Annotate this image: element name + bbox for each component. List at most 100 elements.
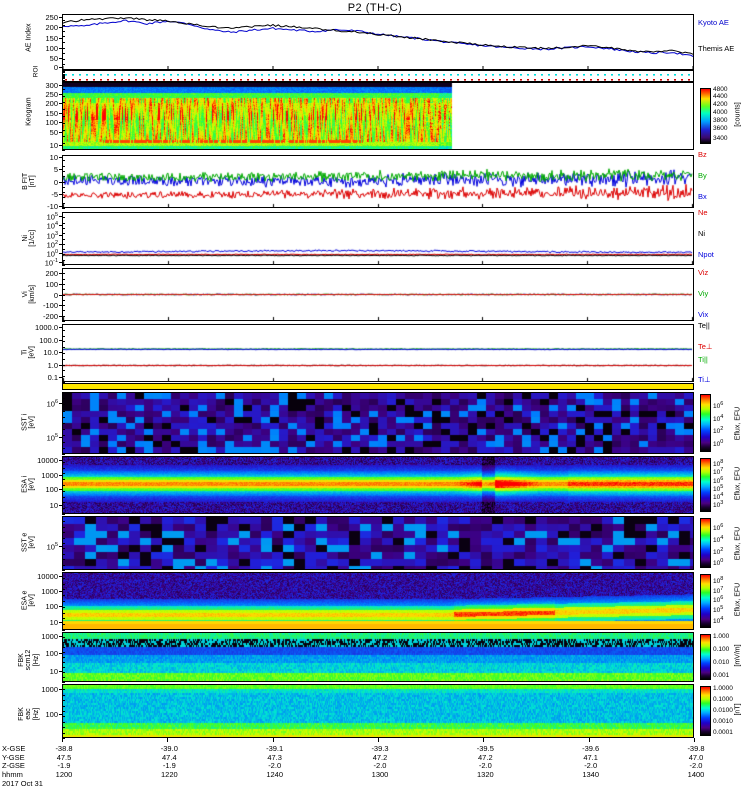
ytick-keo-5: 50 bbox=[49, 127, 58, 137]
minor-tick bbox=[62, 647, 65, 648]
colorbar-keogram bbox=[700, 88, 711, 144]
tickmark bbox=[59, 273, 63, 275]
roi-markers bbox=[65, 74, 690, 81]
tickmark bbox=[59, 67, 63, 69]
roi-dot bbox=[289, 74, 291, 76]
roi-dot bbox=[471, 79, 473, 81]
axis-tick-hhmm-6: 1400 bbox=[687, 770, 705, 780]
roi-dot bbox=[240, 79, 242, 81]
roi-dot bbox=[429, 79, 431, 81]
tickmark bbox=[59, 504, 63, 506]
minor-tick bbox=[62, 116, 65, 117]
colorbar-label-keogram: [counts] bbox=[734, 102, 742, 127]
axis-tick-x_gse-5: -39.6 bbox=[582, 744, 600, 753]
tickmark bbox=[59, 103, 63, 105]
roi-dot bbox=[653, 74, 655, 76]
roi-dot bbox=[163, 79, 165, 81]
cbtick-sste-3: 100 bbox=[713, 557, 724, 567]
cbtick-esae-2: 106 bbox=[713, 595, 724, 605]
minor-tick bbox=[62, 564, 65, 566]
roi-dot bbox=[632, 74, 634, 76]
axis-tick-z_gse-5: -2.0 bbox=[584, 761, 598, 771]
cbtick-sste-2: 102 bbox=[713, 546, 724, 556]
minor-tick bbox=[62, 516, 65, 517]
axis-tick-x_gse-3: -39.3 bbox=[371, 744, 389, 753]
roi-dot bbox=[443, 79, 445, 81]
roi-dot bbox=[275, 74, 277, 76]
minor-tick bbox=[62, 197, 65, 199]
minor-tick bbox=[62, 222, 65, 224]
ytick-keo-4: 100 bbox=[45, 118, 58, 128]
axis-tick-hhmm-3: 1300 bbox=[371, 770, 389, 780]
ytick-bfit-0: 10 bbox=[49, 153, 58, 163]
tickmark bbox=[59, 606, 63, 608]
roi-dot bbox=[415, 74, 417, 76]
minor-tick bbox=[62, 329, 65, 331]
roi-dot bbox=[457, 74, 459, 76]
cbtick-esae-0: 108 bbox=[713, 575, 724, 586]
roi-dot bbox=[667, 74, 669, 76]
minor-tick bbox=[62, 601, 65, 602]
roi-dot bbox=[422, 79, 424, 81]
minor-tick bbox=[62, 321, 65, 322]
fbk-scm12-spectrogram bbox=[63, 633, 693, 681]
ytick-vi-0: 200 bbox=[45, 269, 58, 279]
roi-dot bbox=[597, 74, 599, 76]
minor-tick bbox=[62, 289, 65, 291]
minor-tick bbox=[62, 738, 65, 739]
minor-tick bbox=[62, 73, 65, 75]
roi-dot bbox=[569, 74, 571, 76]
legend-viz: Viz bbox=[698, 268, 709, 277]
legend-tepar: Te|| bbox=[698, 321, 710, 330]
ytick-ae-3: 100 bbox=[45, 43, 58, 53]
legend-viy: Viy bbox=[698, 289, 709, 298]
minor-tick bbox=[62, 392, 65, 393]
minor-tick bbox=[62, 667, 65, 668]
roi-dot bbox=[618, 74, 620, 76]
minor-tick bbox=[62, 404, 65, 406]
minor-tick bbox=[62, 700, 65, 702]
axis-tick-z_gse-4: -2.0 bbox=[478, 761, 492, 771]
tickmark bbox=[59, 436, 63, 438]
tickmark bbox=[59, 215, 63, 217]
minor-tick bbox=[62, 612, 65, 614]
minor-tick bbox=[62, 53, 65, 55]
roi-dot bbox=[303, 79, 305, 81]
roi-dot bbox=[653, 79, 655, 81]
minor-tick bbox=[62, 548, 65, 550]
roi-dot bbox=[527, 74, 529, 76]
minor-tick bbox=[62, 160, 65, 162]
cbtick-fbkeac-1: 0.1000 bbox=[713, 696, 733, 703]
esa-ion-spectrogram bbox=[63, 457, 693, 513]
ytick-ti-3: 1.0 bbox=[47, 360, 58, 370]
cbtick-keogram-6: 3400 bbox=[713, 134, 728, 142]
ytick-bfit-3: -5 bbox=[51, 189, 58, 199]
roi-dot bbox=[520, 79, 522, 81]
roi-dot bbox=[247, 79, 249, 81]
colorbar-label-sste: Eflux, EFU bbox=[734, 526, 742, 561]
roi-dot bbox=[93, 79, 95, 81]
minor-tick bbox=[62, 259, 65, 261]
roi-dot bbox=[590, 79, 592, 81]
minor-tick bbox=[62, 202, 65, 204]
roi-dot bbox=[464, 79, 466, 81]
cbtick-keogram-2: 4200 bbox=[713, 101, 728, 109]
roi-dot bbox=[261, 79, 263, 81]
roi-dot bbox=[660, 79, 662, 81]
axis-tick-y_gse-4: 47.2 bbox=[478, 752, 493, 762]
roi-dot bbox=[541, 74, 543, 76]
ytick-vi-4: -200 bbox=[42, 311, 58, 321]
b-field-traces bbox=[63, 156, 693, 207]
roi-dot bbox=[380, 79, 382, 81]
roi-dot bbox=[674, 79, 676, 81]
minor-tick bbox=[62, 278, 65, 280]
roi-dot bbox=[639, 74, 641, 76]
ytick-ti-0: 1000.0 bbox=[35, 323, 58, 333]
legend-bz: Bz bbox=[698, 150, 707, 159]
ytick-keo-6: 10 bbox=[49, 140, 58, 150]
ytick-fbkscm-1: 100 bbox=[45, 649, 58, 658]
minor-tick bbox=[62, 577, 65, 579]
roi-dot bbox=[681, 79, 683, 81]
tickmark bbox=[59, 144, 63, 146]
